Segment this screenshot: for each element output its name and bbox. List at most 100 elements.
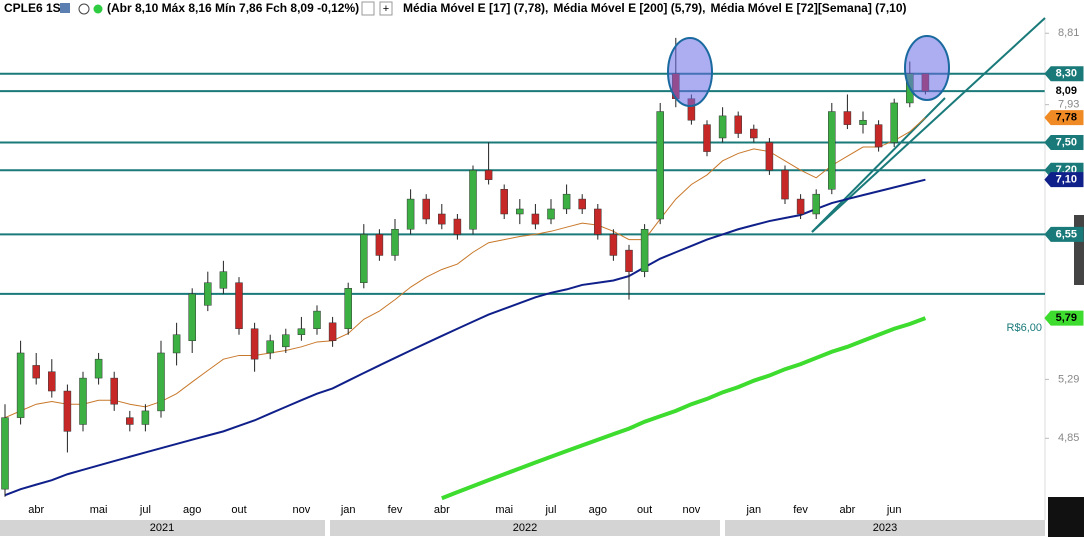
x-tick-label: jun [886, 504, 902, 516]
candle-body [406, 198, 415, 230]
candle-body [63, 390, 72, 432]
candle-body [204, 282, 212, 306]
candle-body [796, 198, 805, 215]
legend: Média Móvel E [17] (7,78), Média Móvel E … [403, 1, 907, 15]
candle-body [422, 198, 430, 220]
candle-body [734, 115, 742, 134]
x-tick-label: fev [793, 504, 808, 516]
quote: (Abr 8,10 Máx 8,16 Mín 7,86 Fch 8,09 -0,… [107, 1, 359, 15]
icon[interactable] [78, 3, 90, 15]
candle-body [282, 334, 290, 348]
candle-body [1, 417, 9, 490]
candle-body [126, 417, 134, 425]
corner-box [1048, 497, 1084, 537]
year-label: 2021 [150, 522, 174, 534]
candle-body [484, 169, 493, 180]
candle-body [391, 228, 399, 256]
candle-body [609, 234, 618, 256]
price-tag [1044, 310, 1084, 326]
price-tag [1044, 66, 1084, 82]
year-label: 2023 [873, 522, 897, 534]
x-tick-label: nov [293, 504, 311, 516]
x-tick-label: mai [90, 504, 108, 516]
highlight [667, 37, 713, 107]
candle-body [141, 410, 150, 425]
candle-body [594, 208, 602, 235]
candle-body [718, 115, 727, 139]
candle-body [250, 328, 259, 360]
candle-body [562, 193, 571, 210]
trendline [811, 17, 1046, 233]
candle-body [313, 310, 321, 329]
x-tick-label: abr [434, 504, 450, 516]
candle-body [781, 169, 789, 200]
candle-body [640, 228, 649, 272]
x-tick-label: out [637, 504, 652, 516]
price-tag-label: 8,09 [1056, 85, 1077, 97]
candle-body [48, 371, 56, 392]
candle-body [516, 208, 524, 215]
button[interactable] [361, 1, 375, 16]
moving-average [441, 316, 927, 501]
candle-body [531, 213, 540, 225]
candle-body [188, 293, 196, 341]
candle-body [890, 102, 898, 143]
scroll-handle[interactable] [1074, 215, 1084, 285]
icon: + [383, 3, 389, 15]
candle-body [94, 358, 103, 379]
candle-body [578, 198, 586, 210]
candle-body [812, 193, 820, 215]
candle-body [625, 249, 633, 272]
x-tick-label: mai [495, 504, 513, 516]
price-tag-label: 6,55 [1056, 228, 1077, 240]
level-label: R$6,00 [1007, 322, 1042, 334]
year-band [725, 520, 1045, 536]
candle-body [266, 340, 274, 354]
candle-body [469, 169, 477, 230]
candle-body [438, 213, 446, 225]
x-tick-label: out [231, 504, 246, 516]
price-tag-label: 7,78 [1056, 112, 1077, 124]
candle-body [874, 124, 883, 148]
candle-body [375, 234, 384, 256]
candle-body [703, 124, 711, 152]
x-tick-label: jan [340, 504, 356, 516]
candle-body [500, 189, 508, 215]
candle-body [110, 377, 118, 405]
y-tick-label: 7,93 [1058, 99, 1079, 111]
x-tick-label: jan [745, 504, 761, 516]
price-tag [1044, 134, 1084, 150]
icon[interactable] [60, 3, 70, 13]
y-tick-label: 4,85 [1058, 432, 1079, 444]
x-tick-label: abr [839, 504, 855, 516]
price-tag [1044, 110, 1084, 126]
candle-body [843, 111, 852, 125]
year-band [330, 520, 720, 536]
candle-body [32, 365, 40, 379]
price-tag-label: 5,79 [1056, 312, 1077, 324]
x-tick-label: fev [388, 504, 403, 516]
price-tag-label: 7,50 [1056, 136, 1077, 148]
candle-body [360, 234, 368, 283]
candle-body [828, 111, 836, 190]
candle-body [344, 288, 352, 329]
candle-body [328, 322, 337, 341]
price-tag-label: 8,30 [1056, 68, 1077, 80]
price-tag-label: 7,10 [1056, 174, 1077, 186]
status-dot [93, 4, 103, 14]
button[interactable] [379, 1, 393, 16]
candle-body [750, 128, 758, 139]
x-tick-label: nov [683, 504, 701, 516]
x-tick-label: jul [139, 504, 151, 516]
candle-body [453, 218, 462, 235]
x-tick-label: jul [544, 504, 556, 516]
price-tag [1044, 172, 1084, 188]
candle-body [547, 208, 555, 220]
x-tick-label: abr [28, 504, 44, 516]
candle-body [79, 377, 87, 425]
y-tick-label: 8,81 [1058, 27, 1079, 39]
candle-body [297, 328, 306, 335]
moving-average [4, 178, 926, 497]
